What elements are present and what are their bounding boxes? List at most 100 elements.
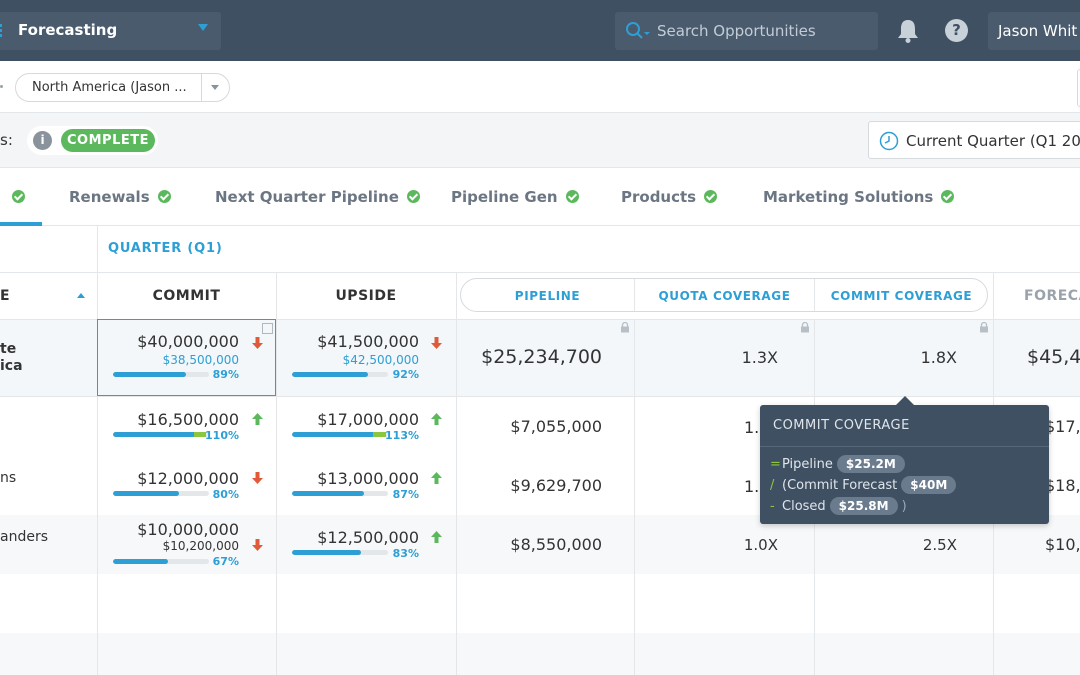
- quota-coverage-value: 1.0X: [743, 536, 778, 554]
- region-value: North America (Jason ...: [32, 80, 187, 95]
- pipeline-value: $25,234,700: [481, 346, 602, 368]
- progress-fill: [292, 372, 368, 377]
- column-divider: [97, 226, 98, 675]
- trend-up-icon: [431, 472, 442, 484]
- commit-value[interactable]: $16,500,000: [137, 410, 239, 429]
- progress-fill: [113, 372, 187, 377]
- edit-icon[interactable]: [262, 323, 273, 334]
- check-circle-icon: [941, 190, 955, 203]
- column-divider: [634, 279, 635, 311]
- name-column-header[interactable]: E: [0, 288, 10, 304]
- table-row-band: [0, 319, 1080, 396]
- quota-coverage-value: 1.: [744, 418, 760, 437]
- upside-value[interactable]: $12,500,000: [317, 528, 419, 547]
- clock-icon: [879, 131, 899, 151]
- commit-sub-value: $10,200,000: [162, 539, 239, 553]
- value-badge: $25.8M: [829, 497, 898, 515]
- upside-progress-bar: [292, 491, 388, 496]
- pipeline-value: $7,055,000: [510, 417, 602, 436]
- active-tab-indicator: [0, 222, 42, 226]
- tooltip-line: / (Commit Forecast $40M: [770, 476, 960, 494]
- tab-marketing-solutions[interactable]: Marketing Solutions: [763, 188, 955, 206]
- check-circle-icon: [565, 190, 579, 203]
- commit-value[interactable]: $10,000,000: [137, 520, 239, 539]
- progress-fill: [113, 432, 196, 437]
- forecast-column-header[interactable]: FORECA: [1024, 288, 1080, 304]
- separator-dot: [0, 85, 3, 88]
- commit-column-header[interactable]: COMMIT: [152, 288, 221, 304]
- user-menu[interactable]: Jason Whit: [988, 12, 1080, 50]
- search-input[interactable]: Search Opportunities: [615, 12, 878, 50]
- help-icon[interactable]: ?: [945, 19, 968, 42]
- forecast-grid: QUARTER (Q1) E COMMIT UPSIDE PIPELINE QU…: [0, 226, 1080, 675]
- upside-value[interactable]: $13,000,000: [317, 469, 419, 488]
- row-name[interactable]: te: [0, 341, 17, 357]
- lock-icon: [980, 322, 988, 333]
- row-divider: [0, 396, 1080, 397]
- upside-progress-bar: [292, 550, 388, 555]
- commit-value[interactable]: $12,000,000: [137, 469, 239, 488]
- paren: ): [901, 499, 907, 514]
- lock-icon: [621, 322, 629, 333]
- commit-percent: 110%: [205, 429, 239, 442]
- upside-value[interactable]: $17,000,000: [317, 410, 419, 429]
- column-divider: [814, 279, 815, 311]
- region-select[interactable]: North America (Jason ...: [15, 73, 230, 102]
- commit-progress-bar: [113, 491, 209, 496]
- lock-icon: [801, 322, 809, 333]
- progress-fill: [292, 432, 375, 437]
- check-circle-icon: [157, 190, 171, 203]
- column-divider: [456, 272, 457, 675]
- commit-coverage-column-header[interactable]: COMMIT COVERAGE: [830, 289, 973, 303]
- status-bar: s: i COMPLETE Current Quarter (Q1 202: [0, 113, 1080, 168]
- tooltip-term: Closed: [782, 499, 826, 514]
- tab-label: Next Quarter Pipeline: [215, 188, 399, 206]
- forecast-value: $10,: [1045, 535, 1080, 554]
- tab-renewals[interactable]: Renewals: [69, 188, 171, 206]
- trend-down-icon: [252, 539, 263, 551]
- tab-label: Renewals: [69, 188, 150, 206]
- tab-pipeline-gen[interactable]: Pipeline Gen: [451, 188, 579, 206]
- trend-down-icon: [252, 472, 263, 484]
- upside-percent: 87%: [392, 488, 419, 501]
- app-switcher[interactable]: Forecasting: [0, 12, 221, 50]
- bell-icon[interactable]: [896, 18, 920, 44]
- pipeline-column-header[interactable]: PIPELINE: [514, 289, 581, 303]
- forecast-value: $45,46: [1027, 346, 1080, 368]
- commit-coverage-value: 1.8X: [920, 348, 957, 367]
- value-badge: $40M: [901, 476, 957, 494]
- progress-overflow: [372, 432, 386, 437]
- status-pill: i COMPLETE: [27, 126, 158, 155]
- commit-progress-bar: [113, 432, 209, 437]
- info-icon[interactable]: i: [33, 131, 52, 150]
- quota-coverage-column-header[interactable]: QUOTA COVERAGE: [658, 289, 791, 303]
- commit-sub-value: $38,500,000: [162, 353, 239, 367]
- quota-coverage-value: 1.3X: [741, 348, 778, 367]
- commit-coverage-tooltip: COMMIT COVERAGE =Pipeline $25.2M / (Commit…: [760, 396, 1049, 524]
- trend-down-icon: [252, 337, 263, 349]
- upside-column-header[interactable]: UPSIDE: [335, 288, 397, 304]
- row-name[interactable]: ica: [0, 358, 23, 374]
- upside-percent: 92%: [392, 368, 419, 381]
- period-select[interactable]: Current Quarter (Q1 202: [868, 121, 1080, 159]
- filter-button[interactable]: [1077, 69, 1080, 107]
- app-name: Forecasting: [18, 21, 118, 39]
- search-icon: [626, 22, 650, 39]
- row-name[interactable]: anders: [0, 529, 49, 545]
- progress-fill: [113, 559, 169, 564]
- quarter-group-header: QUARTER (Q1): [108, 241, 223, 256]
- check-circle-icon[interactable]: [12, 190, 25, 203]
- commit-value[interactable]: $40,000,000: [137, 332, 239, 351]
- tab-next-quarter-pipeline[interactable]: Next Quarter Pipeline: [215, 188, 420, 206]
- sort-ascending-icon[interactable]: [77, 293, 85, 298]
- row-name[interactable]: ns: [0, 470, 17, 486]
- upside-value[interactable]: $41,500,000: [317, 332, 419, 351]
- column-divider: [634, 319, 635, 675]
- operator: =: [770, 457, 781, 472]
- row-divider: [0, 319, 1080, 320]
- pipeline-value: $8,550,000: [510, 535, 602, 554]
- selected-cell[interactable]: [97, 319, 276, 396]
- tab-products[interactable]: Products: [621, 188, 718, 206]
- chevron-down-icon: [211, 85, 219, 90]
- tooltip-line: - Closed $25.8M): [770, 497, 907, 515]
